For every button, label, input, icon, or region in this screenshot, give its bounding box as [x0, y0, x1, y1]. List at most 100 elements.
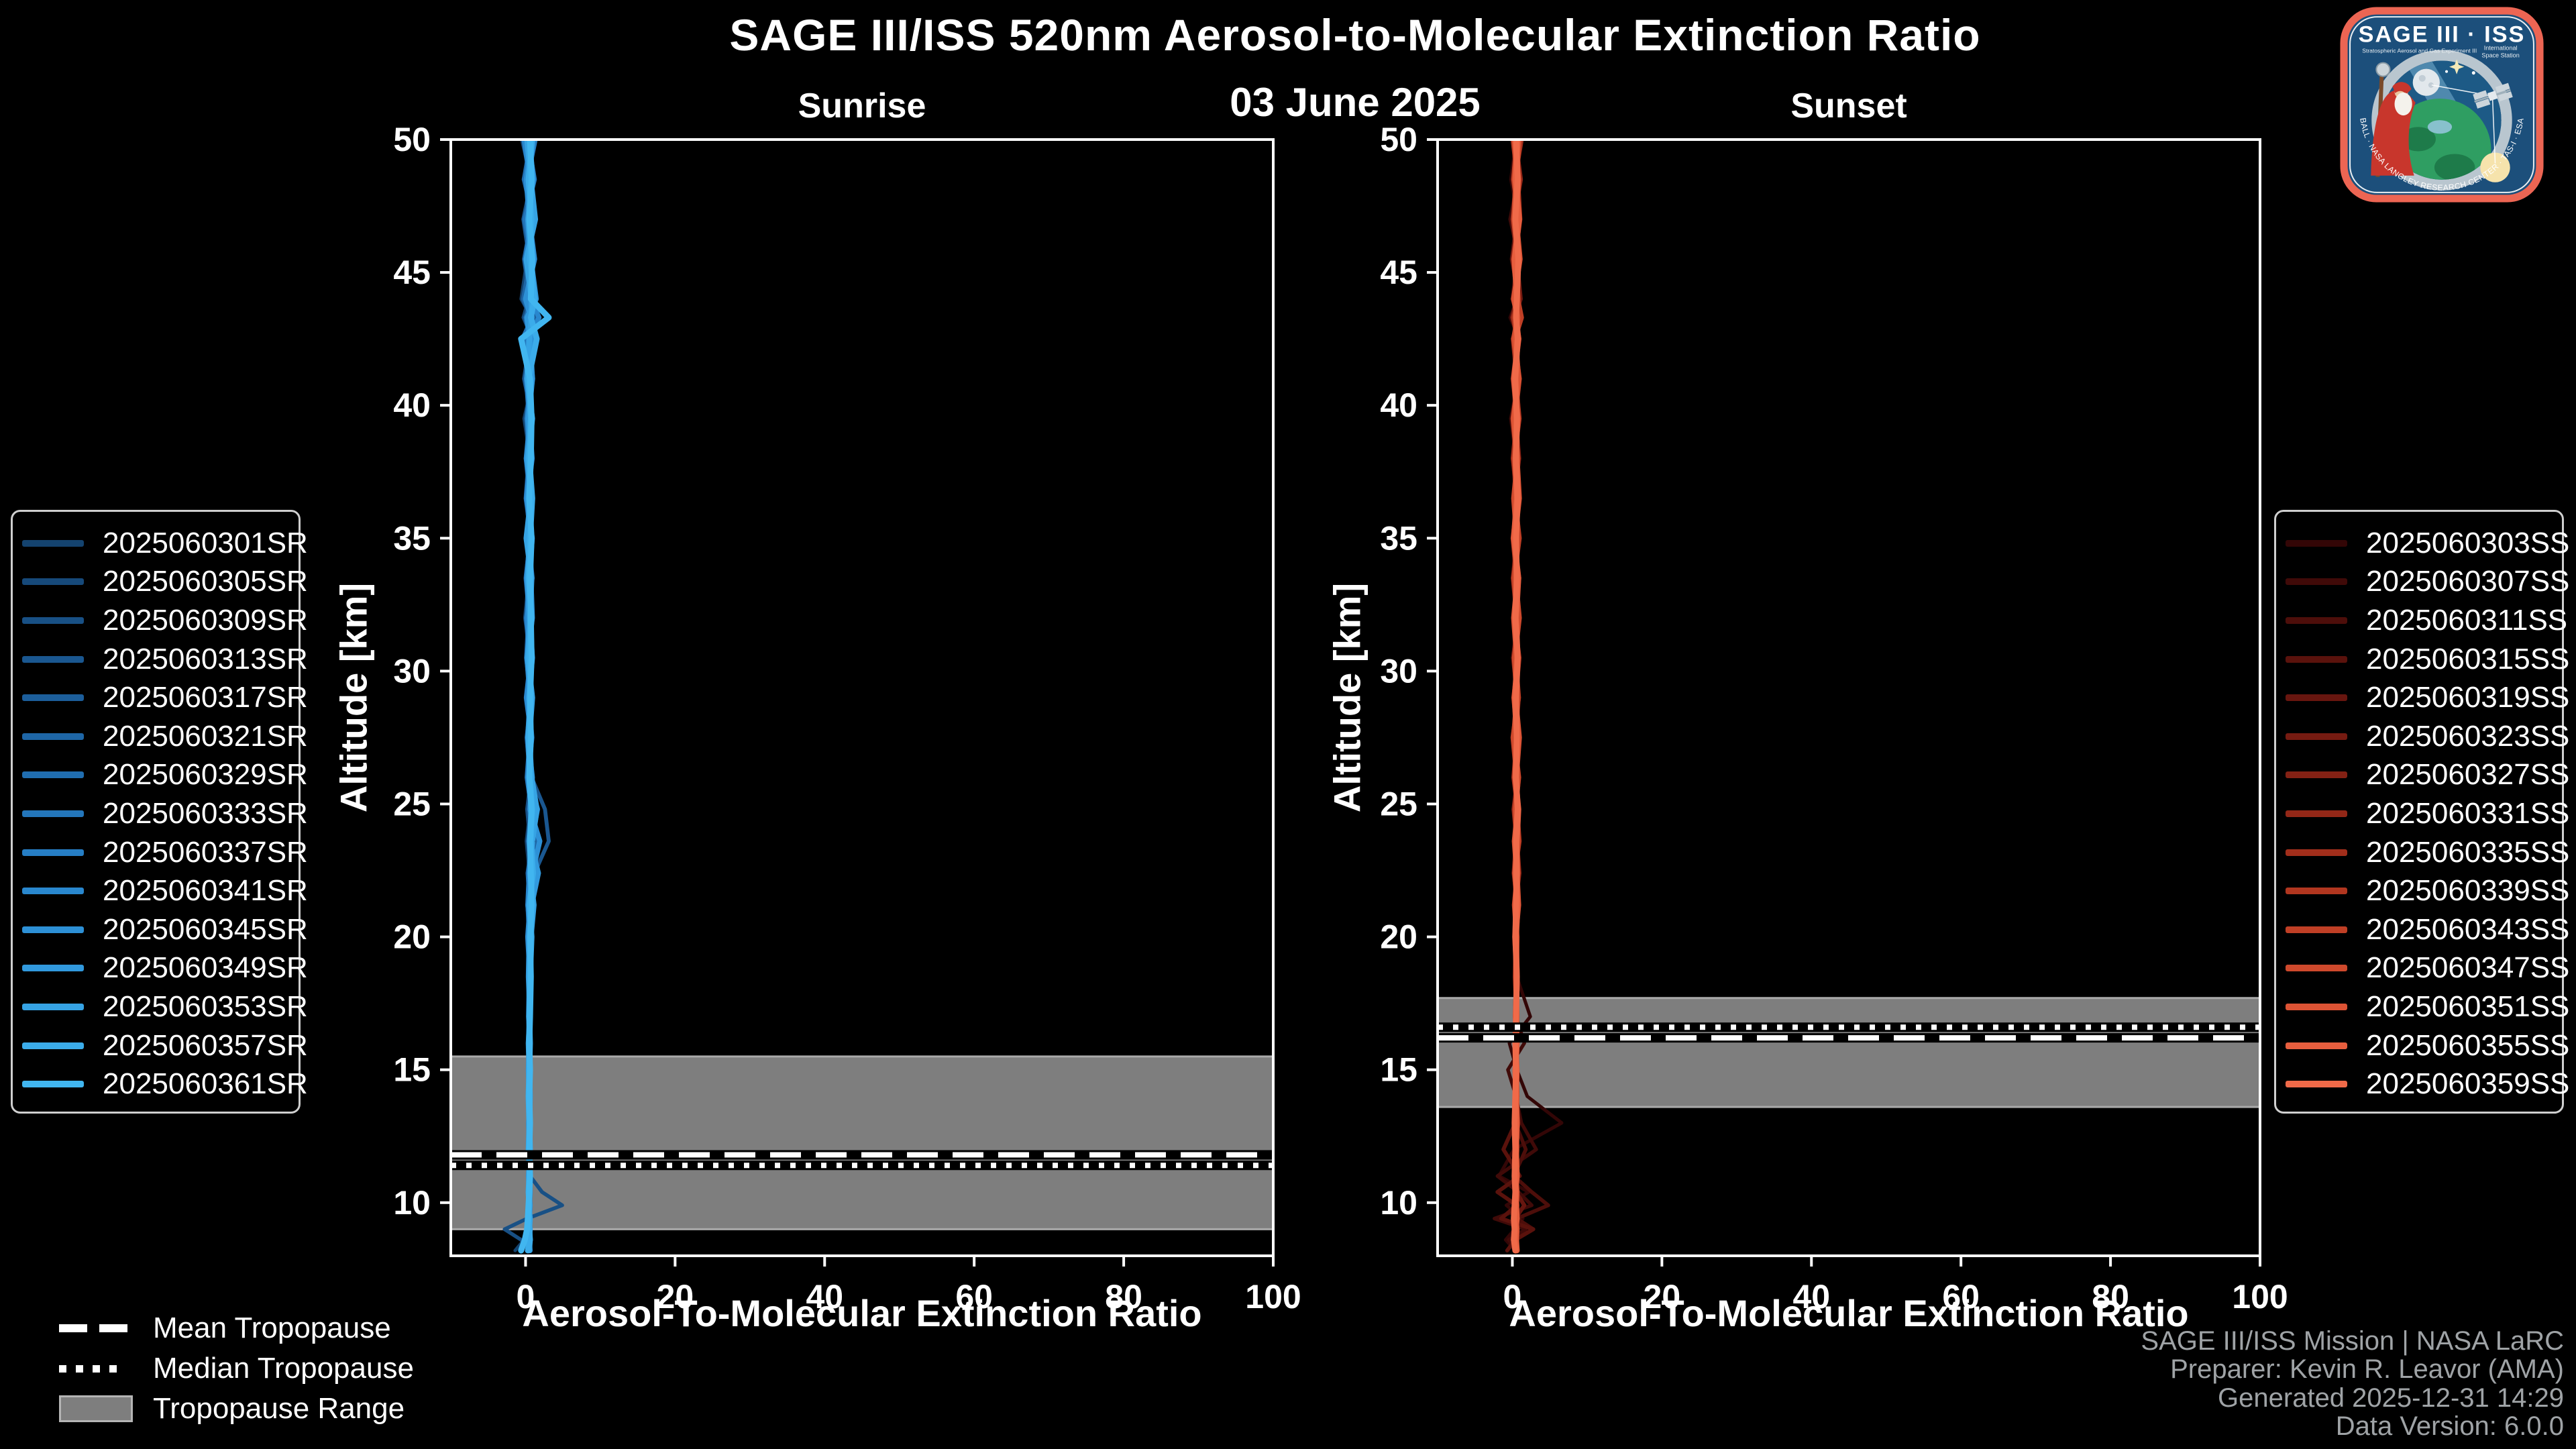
- legend-item: 2025060333SR: [22, 794, 308, 833]
- iss-icon: [2473, 83, 2513, 109]
- ylabel-sunrise: Altitude [km]: [332, 582, 375, 813]
- legend-item: 2025060303SS: [2286, 524, 2569, 563]
- y-tick-label: 20: [393, 918, 431, 956]
- y-tick-label: 35: [1380, 519, 1417, 557]
- y-tick-label: 30: [393, 652, 431, 690]
- legend-line-swatch-icon: [2286, 655, 2347, 663]
- legend-item: 2025060327SS: [2286, 756, 2569, 795]
- sage-iii-iss-logo: SAGE III · ISS Stratospheric Aerosol and…: [2340, 7, 2544, 203]
- legend-item: 2025060353SR: [22, 987, 308, 1026]
- legend-item-label: 2025060311SS: [2366, 603, 2568, 637]
- legend-label: Tropopause Range: [153, 1392, 405, 1425]
- legend-item: 2025060315SS: [2286, 640, 2569, 679]
- legend-item: 2025060361SR: [22, 1065, 308, 1104]
- profile-line-2025060361SR: [518, 140, 552, 1254]
- legend-item-label: 2025060321SR: [103, 719, 308, 753]
- legend-item: 2025060301SR: [22, 524, 308, 563]
- y-tick-label: 15: [393, 1051, 431, 1089]
- legend-item-label: 2025060323SS: [2366, 719, 2570, 753]
- x-tick-label: 40: [806, 1278, 843, 1316]
- plot-frame: [449, 138, 1275, 1257]
- credit-generated: Generated 2025-12-31 14:29: [2218, 1383, 2564, 1413]
- patch-subtitle-left: Stratospheric Aerosol and Gas Experiment…: [2362, 47, 2477, 54]
- legend-line-swatch-icon: [2286, 694, 2347, 702]
- patch-subtitle-right2: Space Station: [2481, 52, 2519, 59]
- mean-tropopause-dash-icon: [59, 1324, 134, 1332]
- ylabel-sunset: Altitude [km]: [1326, 582, 1368, 813]
- legend-line-swatch-icon: [2286, 578, 2347, 586]
- x-tick-label: 40: [1792, 1278, 1830, 1316]
- panel-sunset: 0 20 40 60 80 100 10 15 20 25 30 35 40 45 50: [1380, 121, 2288, 1316]
- legend-line-swatch-icon: [22, 655, 84, 663]
- legend-item-label: 2025060331SS: [2366, 796, 2570, 830]
- legend-line-swatch-icon: [2286, 733, 2347, 740]
- legend-mean-tropopause: Mean Tropopause: [59, 1308, 414, 1348]
- profile-line-2025060359SS: [1511, 140, 1521, 1254]
- legend-line-swatch-icon: [2286, 810, 2347, 817]
- legend-line-swatch-icon: [2286, 539, 2347, 547]
- legend-line-swatch-icon: [22, 539, 84, 547]
- moon-icon: [2412, 68, 2440, 96]
- legend-line-swatch-icon: [22, 771, 84, 779]
- legend-item-label: 2025060301SR: [103, 526, 308, 559]
- legend-item: 2025060317SR: [22, 678, 308, 717]
- y-tick-label: 40: [393, 386, 431, 424]
- y-tick-label: 10: [1380, 1184, 1417, 1222]
- y-tick-label: 25: [1380, 785, 1417, 822]
- legend-item: 2025060357SR: [22, 1026, 308, 1065]
- panel-sunrise: 0 20 40 60 80 100 10 15 20 25 30 35 40 45 50: [393, 121, 1301, 1316]
- y-tick-label: 45: [1380, 254, 1417, 291]
- legend-item-label: 2025060345SR: [103, 912, 308, 946]
- x-tick-label: 80: [1105, 1278, 1142, 1316]
- legend-item: 2025060359SS: [2286, 1065, 2569, 1104]
- legend-item-label: 2025060347SS: [2366, 951, 2570, 985]
- legend-item: 2025060343SS: [2286, 910, 2569, 949]
- legend-item-label: 2025060357SR: [103, 1028, 308, 1062]
- legend-line-swatch-icon: [22, 1081, 84, 1088]
- legend-line-swatch-icon: [22, 849, 84, 856]
- xlabel-sunrise: Aerosol-To-Molecular Extinction Ratio: [522, 1292, 1202, 1334]
- legend-item: 2025060345SR: [22, 910, 308, 949]
- median-tropopause-dot-icon: [59, 1364, 134, 1373]
- legend-item: 2025060311SS: [2286, 601, 2567, 640]
- tropopause-range-band: [1438, 998, 2260, 1108]
- sun-icon: [2480, 152, 2510, 182]
- panel-title-sunrise: Sunrise: [798, 87, 926, 125]
- legend-line-swatch-icon: [22, 1042, 84, 1049]
- plot-frame: [1436, 138, 2261, 1257]
- xlabel-sunset: Aerosol-To-Molecular Extinction Ratio: [1509, 1292, 2189, 1334]
- credits: SAGE III/ISS Mission | NASA LaRC Prepare…: [2141, 1327, 2564, 1441]
- legend-item: 2025060329SR: [22, 756, 308, 795]
- legend-item-label: 2025060333SR: [103, 796, 308, 830]
- x-tick-label: 60: [1942, 1278, 1980, 1316]
- legend-line-swatch-icon: [22, 965, 84, 972]
- tropopause-range-band: [451, 1056, 1273, 1230]
- y-tick-label: 15: [1380, 1051, 1417, 1089]
- legend-item: 2025060309SR: [22, 601, 308, 640]
- legend-item-label: 2025060341SR: [103, 874, 308, 908]
- legend-item-label: 2025060319SS: [2366, 681, 2570, 714]
- legend-item: 2025060341SR: [22, 871, 308, 910]
- y-tick-label: 35: [393, 519, 431, 557]
- legend-item-label: 2025060361SR: [103, 1067, 308, 1101]
- legend-line-swatch-icon: [2286, 1003, 2347, 1010]
- legend-item-label: 2025060359SS: [2366, 1067, 2570, 1101]
- legend-sunset-events: 2025060303SS 2025060307SS 2025060311SS 2025…: [2274, 510, 2569, 1114]
- legend-item-label: 2025060307SS: [2366, 565, 2570, 598]
- legend-item: 2025060313SR: [22, 640, 308, 679]
- x-tick-label: 80: [2092, 1278, 2129, 1316]
- legend-item: 2025060335SS: [2286, 833, 2569, 872]
- legend-item: 2025060337SR: [22, 833, 308, 872]
- legend-line-swatch-icon: [22, 694, 84, 702]
- legend-item-label: 2025060353SR: [103, 989, 308, 1023]
- x-tick-label: 20: [657, 1278, 694, 1316]
- legend-line-swatch-icon: [2286, 1081, 2347, 1088]
- page-title: SAGE III/ISS 520nm Aerosol-to-Molecular …: [729, 10, 1981, 60]
- legend-item-label: 2025060343SS: [2366, 912, 2570, 946]
- legend-item: 2025060323SS: [2286, 717, 2569, 756]
- credit-version: Data Version: 6.0.0: [2335, 1411, 2564, 1442]
- legend-item-label: 2025060329SR: [103, 758, 308, 792]
- tropopause-legend: Mean Tropopause Median Tropopause Tropop…: [59, 1308, 414, 1429]
- legend-line-swatch-icon: [22, 926, 84, 933]
